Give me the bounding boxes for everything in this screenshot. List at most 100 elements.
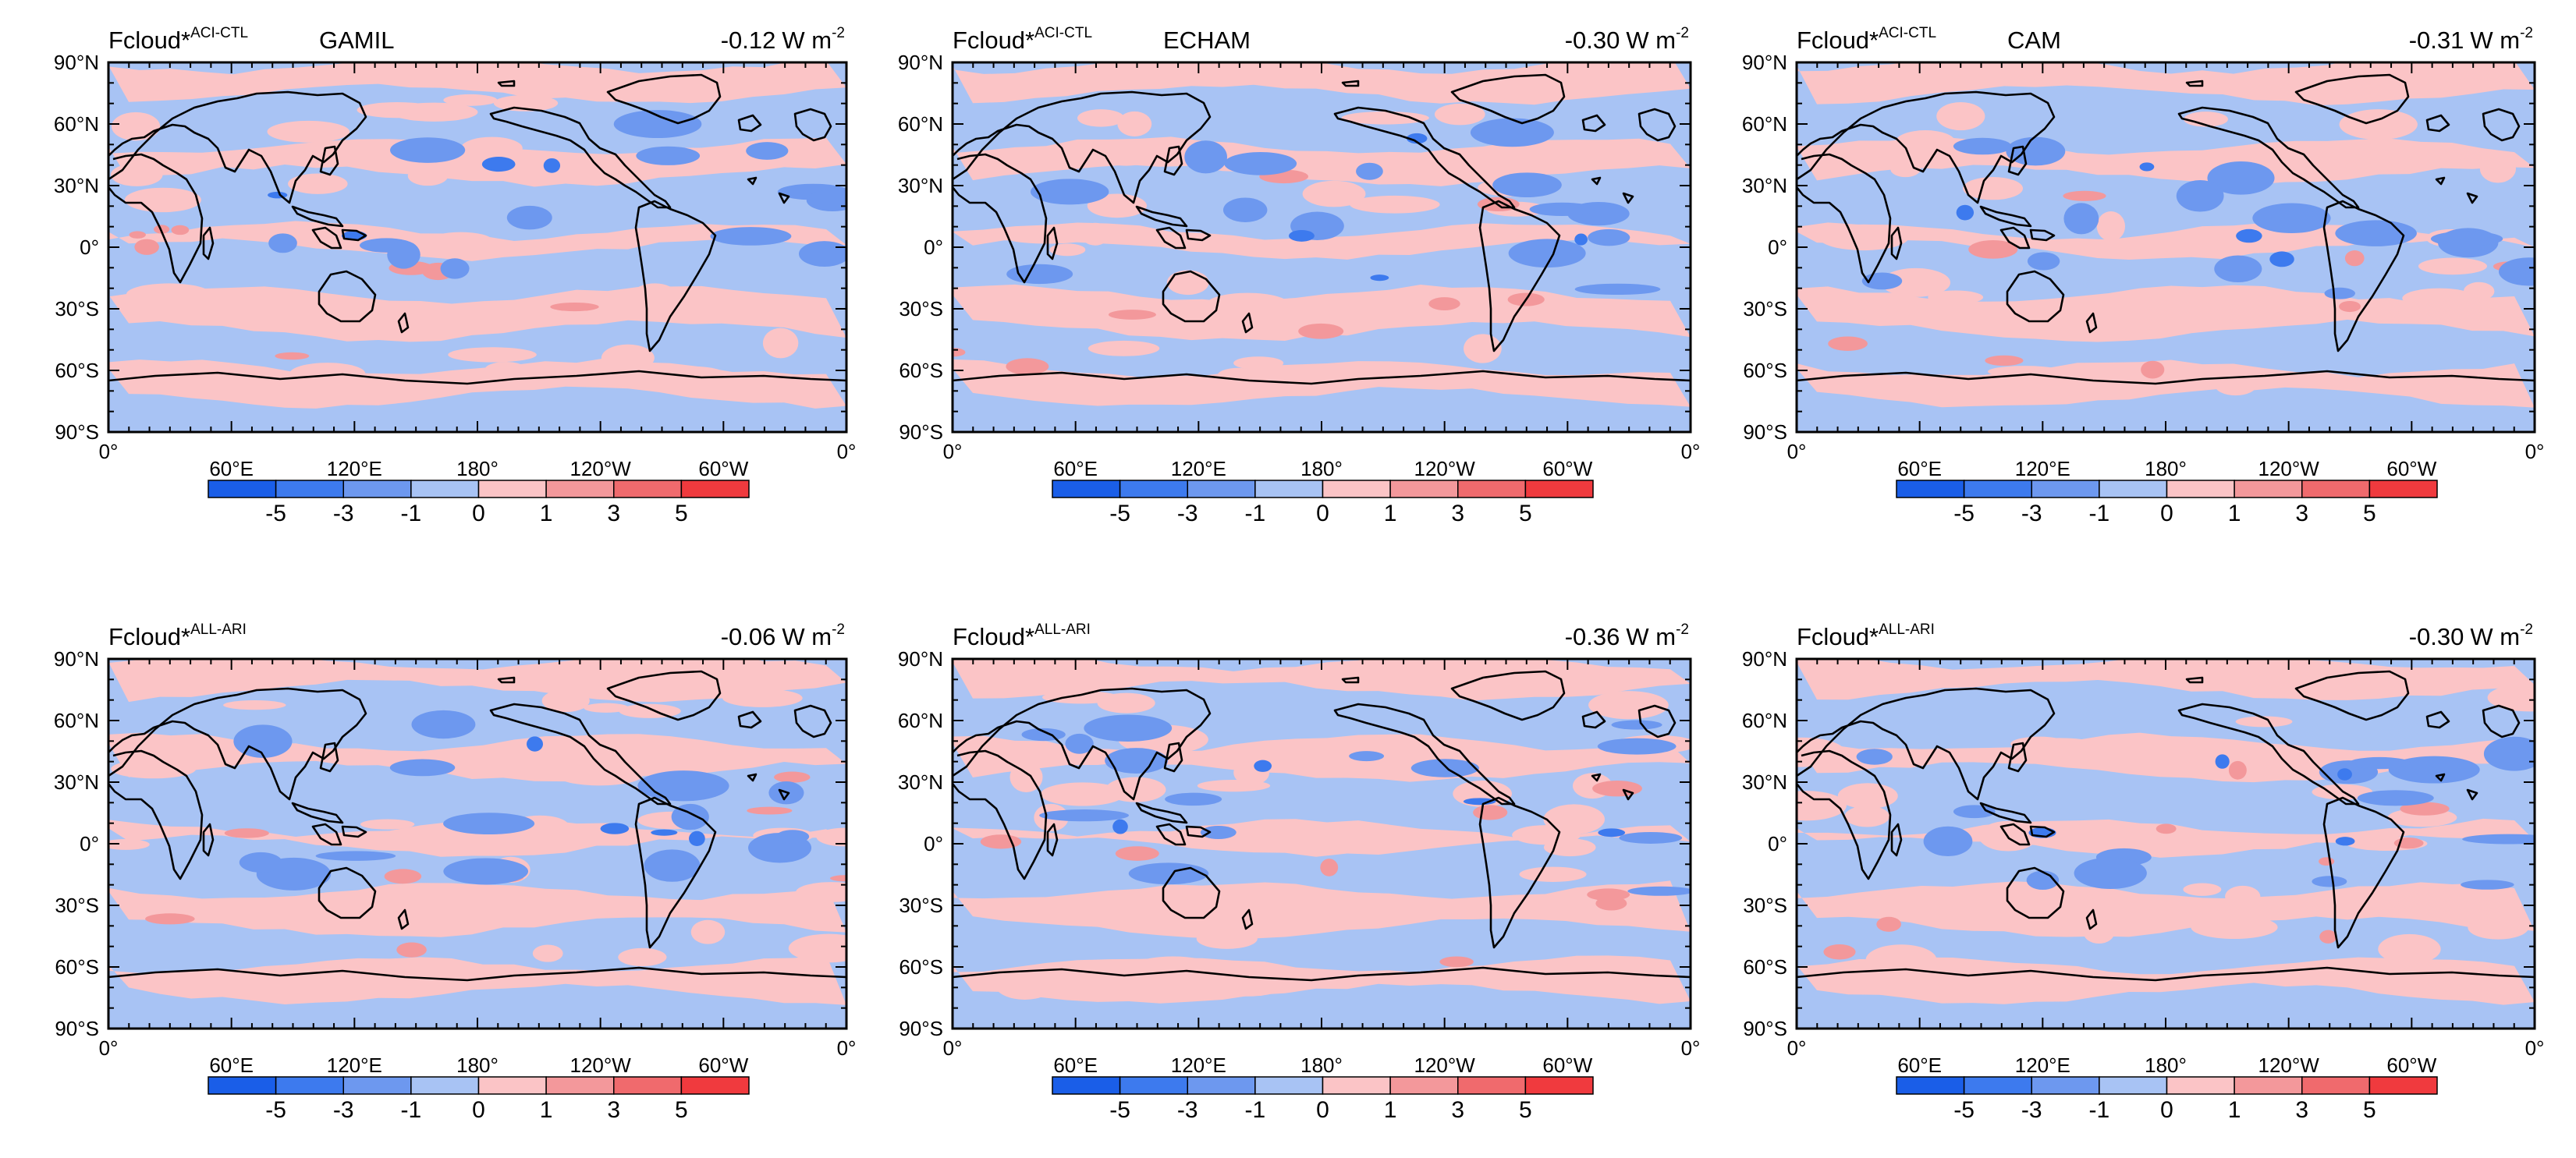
coastline — [1450, 670, 1566, 721]
tick-marks — [1796, 62, 2535, 433]
negative-core — [651, 829, 678, 836]
lat-tick-label: 90°S — [55, 420, 99, 444]
coastline — [953, 370, 1691, 385]
lat-tick-label: 90°N — [898, 51, 943, 74]
coastline — [2185, 80, 2204, 87]
negative-core — [1407, 133, 1428, 144]
coastline — [2322, 200, 2405, 352]
lat-tick-label: 90°S — [899, 420, 943, 444]
units-label: W m — [1626, 27, 1676, 54]
coastline — [1999, 823, 2031, 846]
lon-tick-label: 120°W — [1414, 1054, 1476, 1077]
negative-core — [1598, 828, 1626, 838]
negative-core — [481, 156, 516, 172]
panel-variable-title: Fcloud*ACI-CTL — [108, 25, 248, 54]
negative-blob — [2214, 255, 2262, 283]
tick-marks — [952, 62, 1691, 433]
units-exponent: -2 — [1676, 621, 1689, 638]
colorbar: -5 -3 -1 0 1 3 5 — [1052, 1076, 1594, 1123]
positive-blob — [796, 882, 846, 902]
lat-tick-label: 60°S — [899, 359, 943, 382]
lat-tick-label: 60°N — [898, 112, 943, 136]
lon-tick-label: 120°W — [2258, 457, 2320, 480]
coastline — [1163, 742, 1183, 773]
coastline — [311, 226, 342, 250]
lat-tick-label: 30°S — [1743, 297, 1787, 320]
lon-tick-label: 0° — [1681, 1036, 1701, 1060]
positive-core — [2063, 190, 2106, 201]
positive-blob — [816, 827, 846, 847]
coastline — [318, 866, 377, 919]
colorbar-label: 1 — [1384, 501, 1397, 526]
positive-blob — [2191, 915, 2278, 940]
panel-variable-title: Fcloud*ALL-ARI — [1797, 621, 1935, 650]
colorbar-swatch — [680, 480, 750, 498]
coastline — [108, 687, 367, 801]
positive-blob — [1519, 866, 1587, 882]
coastline — [2322, 796, 2405, 949]
colorbar-swatch — [275, 480, 344, 498]
coastline — [2177, 106, 2360, 209]
negative-blob — [1597, 738, 1677, 755]
colorbar: -5 -3 -1 0 1 3 5 — [208, 1076, 750, 1123]
coastline — [108, 966, 846, 982]
units-label: W m — [782, 27, 832, 54]
lon-tick-label: 0° — [2525, 440, 2545, 463]
colorbar-swatch — [613, 1076, 683, 1095]
negative-blob — [1200, 825, 1237, 840]
coastline — [489, 703, 672, 806]
positive-blob — [1233, 356, 1284, 370]
coastline — [2185, 676, 2204, 684]
lat-tick-label: 60°N — [1742, 709, 1787, 732]
negative-blob — [1349, 751, 1385, 762]
colorbar-swatch — [1963, 480, 2032, 498]
positive-band — [108, 883, 846, 937]
positive-blob — [1302, 180, 1366, 207]
colorbar-label: -5 — [265, 1097, 286, 1123]
positive-core — [275, 352, 310, 360]
positive-blob — [556, 765, 643, 786]
coastline — [634, 200, 717, 352]
colorbar-swatch — [2301, 1076, 2371, 1095]
positive-blob — [1837, 783, 1898, 809]
coastline — [793, 108, 832, 142]
colorbar-label: 1 — [540, 501, 553, 526]
colorbar-label: 0 — [2160, 501, 2173, 526]
colorbar-swatch — [1963, 1076, 2032, 1095]
negative-core — [1289, 230, 1315, 242]
coastline — [1185, 825, 1212, 838]
units-exponent: -2 — [2520, 621, 2533, 638]
colorbar-swatch — [1457, 480, 1527, 498]
coastline — [1581, 710, 1606, 729]
colorbar-label: -3 — [333, 1097, 354, 1123]
colorbar-label: -1 — [401, 1097, 422, 1123]
global-mean-value: -0.30 W m-2 — [2409, 621, 2533, 650]
positive-blob — [1009, 762, 1043, 793]
colorbar-label: -3 — [333, 501, 354, 526]
positive-blob — [443, 94, 498, 106]
coastline — [1581, 114, 1606, 133]
coastline — [202, 226, 215, 260]
colorbar-label: 3 — [2295, 1097, 2308, 1123]
tick-marks — [952, 658, 1691, 1029]
coastline — [1046, 823, 1059, 857]
panel-6: 90°N60°N30°N0°30°S60°S90°S0° 0°Fcloud*ALL… — [1742, 621, 2545, 1123]
coastline — [737, 710, 762, 729]
positive-blob — [1817, 296, 1857, 307]
positive-core — [1006, 358, 1049, 375]
positive-blob — [541, 689, 590, 713]
negative-blob — [2462, 834, 2535, 845]
lat-tick-label: 0° — [924, 832, 943, 855]
positive-band — [953, 659, 1691, 701]
lon-tick-label: 60°W — [2386, 1054, 2436, 1077]
lat-tick-label: 90°N — [1742, 647, 1787, 671]
positive-blob — [1196, 928, 1258, 949]
coastlines — [108, 670, 846, 982]
units-label: W m — [1626, 623, 1676, 650]
positive-band — [953, 880, 1691, 939]
colorbar-swatch — [477, 480, 547, 498]
positive-band — [1797, 818, 2535, 858]
colorbar-label: -3 — [1177, 1097, 1198, 1123]
coastline — [2029, 228, 2056, 242]
lat-tick-label: 60°N — [54, 112, 99, 136]
